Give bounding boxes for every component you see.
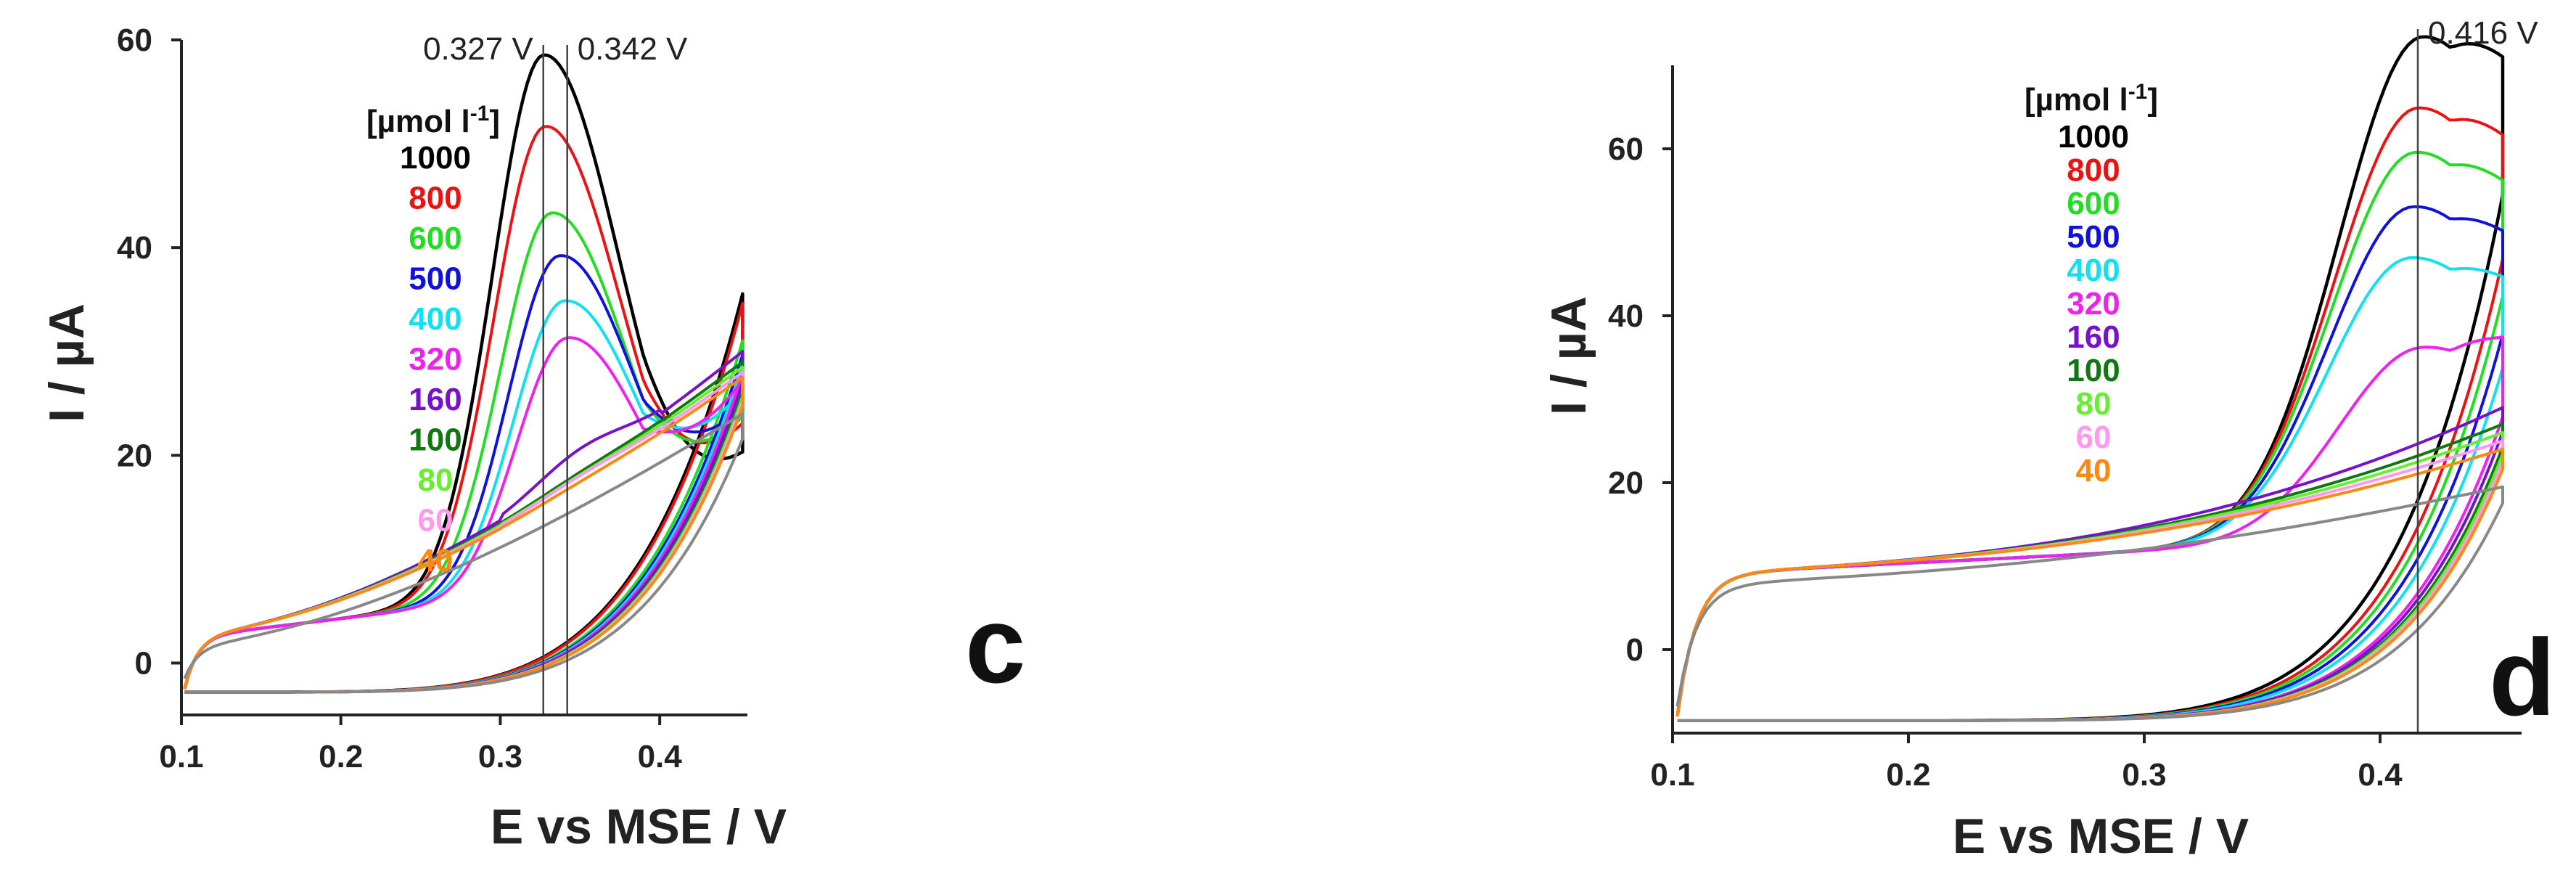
legend-title-c: [µmol l-1]: [366, 102, 500, 139]
y-tick-label: 20: [1608, 465, 1644, 501]
y-tick-label: 40: [117, 230, 152, 266]
y-tick-label: 60: [1608, 131, 1644, 167]
legend-item-400: 400: [409, 301, 462, 337]
x-axis-title-c: E vs MSE / V: [491, 799, 787, 854]
legend-item-320: 320: [2067, 286, 2120, 322]
curves-d: [1675, 35, 2505, 723]
y-tick-label: 0: [135, 645, 152, 681]
legend-item-800: 800: [409, 181, 462, 216]
x-tick-label: 0.3: [2122, 757, 2166, 793]
x-tick-label: 0.4: [638, 739, 683, 774]
peak-potential-label: 0.327 V: [423, 31, 533, 67]
legend-item-40: 40: [418, 543, 454, 578]
x-tick-label: 0.2: [319, 739, 363, 774]
legend-item-1000: 1000: [400, 140, 471, 176]
legend-item-320: 320: [409, 342, 462, 377]
legend-item-80: 80: [418, 462, 454, 498]
y-axis-title-c: I / µA: [39, 303, 94, 422]
axes-c: [180, 40, 747, 716]
x-tick-label: 0.1: [159, 739, 203, 774]
legend-item-400: 400: [2067, 253, 2120, 288]
cv-curve-blank: [1675, 485, 2504, 722]
ticks-c: 0.1 0.2 0.3 0.4 0 20 40 60: [117, 23, 682, 774]
x-tick-label: 0.3: [478, 739, 522, 774]
legend-item-60: 60: [2076, 420, 2112, 455]
panel-letter-d: d: [2489, 616, 2556, 738]
legend-item-500: 500: [2067, 219, 2120, 255]
cv-curve-blank: [183, 412, 745, 694]
y-tick-label: 60: [117, 23, 152, 58]
legend-title-d: [µmol l-1]: [2025, 80, 2158, 118]
legend-item-600: 600: [2067, 186, 2120, 221]
legend-item-80: 80: [2076, 386, 2112, 422]
peak-potential-label: 0.342 V: [578, 31, 688, 67]
legend-item-1000: 1000: [2058, 119, 2129, 155]
legend-item-600: 600: [409, 221, 462, 256]
legend-item-160: 160: [2067, 319, 2120, 355]
panel-letter-c: c: [965, 584, 1025, 706]
legend-item-40: 40: [2076, 453, 2112, 488]
annotations-d: 0.416 V: [2416, 15, 2538, 733]
legend-item-160: 160: [409, 382, 462, 417]
legend-item-100: 100: [2067, 353, 2120, 388]
peak-potential-label: 0.416 V: [2428, 15, 2538, 51]
legend-c: 1000 800 600 500 400 320 160 100 80 60 40: [400, 140, 471, 578]
x-tick-label: 0.2: [1886, 757, 1930, 793]
x-tick-label: 0.1: [1650, 757, 1694, 793]
y-tick-label: 0: [1626, 632, 1644, 668]
curves-c: [183, 53, 745, 694]
y-axis-title-d: I / µA: [1541, 296, 1596, 415]
y-tick-label: 20: [117, 438, 152, 473]
x-axis-title-d: E vs MSE / V: [1953, 809, 2249, 864]
panel-c: 0.327 V 0.342 V 0.1 0.2 0.3 0.4 0 20 40 60 I / µ…: [39, 23, 1025, 854]
x-tick-label: 0.4: [2358, 757, 2403, 793]
annotations-c: 0.327 V 0.342 V: [423, 31, 688, 715]
legend-item-60: 60: [418, 503, 454, 539]
legend-item-800: 800: [2067, 152, 2120, 188]
legend-item-100: 100: [409, 422, 462, 458]
legend-item-500: 500: [409, 261, 462, 297]
y-tick-label: 40: [1608, 298, 1644, 334]
